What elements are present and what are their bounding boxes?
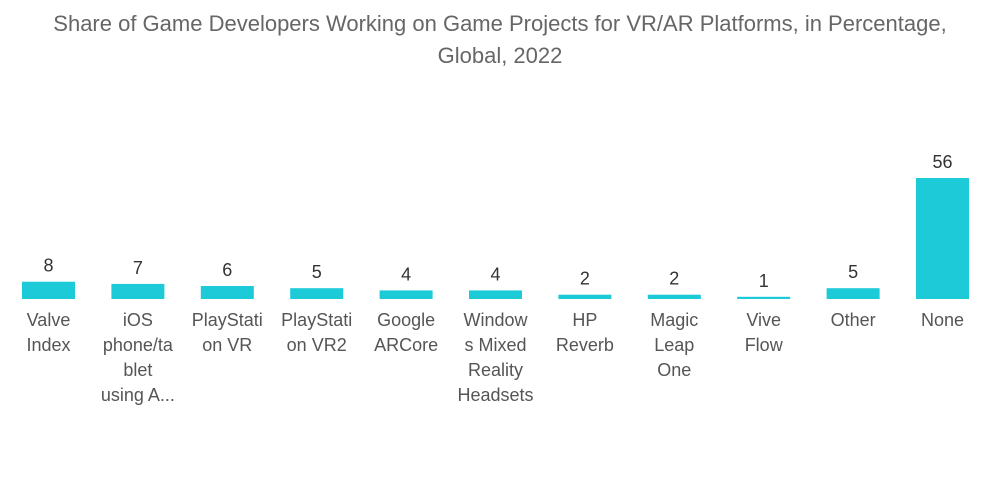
category-label-6-line-0: HP: [572, 310, 597, 330]
category-label-1: iOS phone/ta blet using A...: [101, 310, 175, 405]
category-label-1-line-1: phone/ta: [103, 335, 174, 355]
data-label-6: 2: [580, 269, 590, 289]
bar-5: [469, 290, 522, 299]
data-label-10: 56: [932, 152, 952, 172]
category-label-2-line-0: PlayStati: [192, 310, 263, 330]
data-label-1: 7: [133, 258, 143, 278]
bar-0: [22, 281, 75, 299]
data-label-7: 2: [669, 269, 679, 289]
category-label-5-line-0: Window: [463, 310, 528, 330]
data-label-5: 4: [490, 264, 500, 284]
bar-3: [290, 288, 344, 299]
data-label-9: 5: [848, 262, 858, 282]
category-label-1-line-2: blet: [123, 360, 152, 380]
bar-7: [647, 294, 701, 299]
category-label-3-line-1: on VR2: [287, 335, 347, 355]
bar-4: [379, 290, 433, 299]
category-label-1-line-3: using A...: [101, 385, 175, 405]
category-label-3: PlayStati on VR2: [281, 310, 352, 355]
data-label-8: 1: [759, 271, 769, 291]
category-label-7-line-0: Magic: [650, 310, 698, 330]
category-label-7: Magic Leap One: [650, 310, 698, 380]
category-label-5-line-2: Reality: [468, 360, 523, 380]
category-label-0-line-1: Index: [26, 335, 70, 355]
bar-2: [200, 286, 254, 299]
data-label-3: 5: [312, 262, 322, 282]
category-label-5-line-1: s Mixed: [464, 335, 526, 355]
category-label-6-line-1: Reverb: [556, 335, 614, 355]
data-label-0: 8: [43, 256, 53, 276]
bar-9: [826, 288, 880, 299]
chart-title-line-1: Share of Game Developers Working on Game…: [53, 11, 947, 36]
category-label-8: Vive Flow: [745, 310, 784, 355]
category-label-5-line-3: Headsets: [457, 385, 533, 405]
category-label-8-line-1: Flow: [745, 335, 784, 355]
category-label-1-line-0: iOS: [123, 310, 153, 330]
category-label-0-line-0: Valve: [27, 310, 71, 330]
category-label-7-line-1: Leap: [654, 335, 694, 355]
bar-1: [111, 283, 165, 299]
data-label-2: 6: [222, 260, 232, 280]
bar-10: [916, 178, 969, 299]
category-label-10-line-0: None: [921, 310, 964, 330]
bar-6: [558, 294, 612, 299]
category-label-10: None: [921, 310, 964, 330]
category-label-8-line-0: Vive: [746, 310, 781, 330]
category-label-0: Valve Index: [26, 310, 70, 355]
chart-title: Share of Game Developers Working on Game…: [0, 8, 1000, 72]
category-label-3-line-0: PlayStati: [281, 310, 352, 330]
category-label-7-line-2: One: [657, 360, 691, 380]
data-label-4: 4: [401, 264, 411, 284]
bar-8: [737, 296, 791, 299]
category-label-6: HP Reverb: [556, 310, 614, 355]
category-label-5: Window s Mixed Reality Headsets: [457, 310, 533, 405]
category-label-2: PlayStati on VR: [192, 310, 263, 355]
category-label-9: Other: [831, 310, 876, 330]
category-label-4-line-1: ARCore: [374, 335, 438, 355]
category-label-4-line-0: Google: [377, 310, 435, 330]
chart-title-line-2: Global, 2022: [437, 43, 563, 68]
category-label-9-line-0: Other: [831, 310, 876, 330]
category-label-4: Google ARCore: [374, 310, 438, 355]
category-label-2-line-1: on VR: [202, 335, 252, 355]
